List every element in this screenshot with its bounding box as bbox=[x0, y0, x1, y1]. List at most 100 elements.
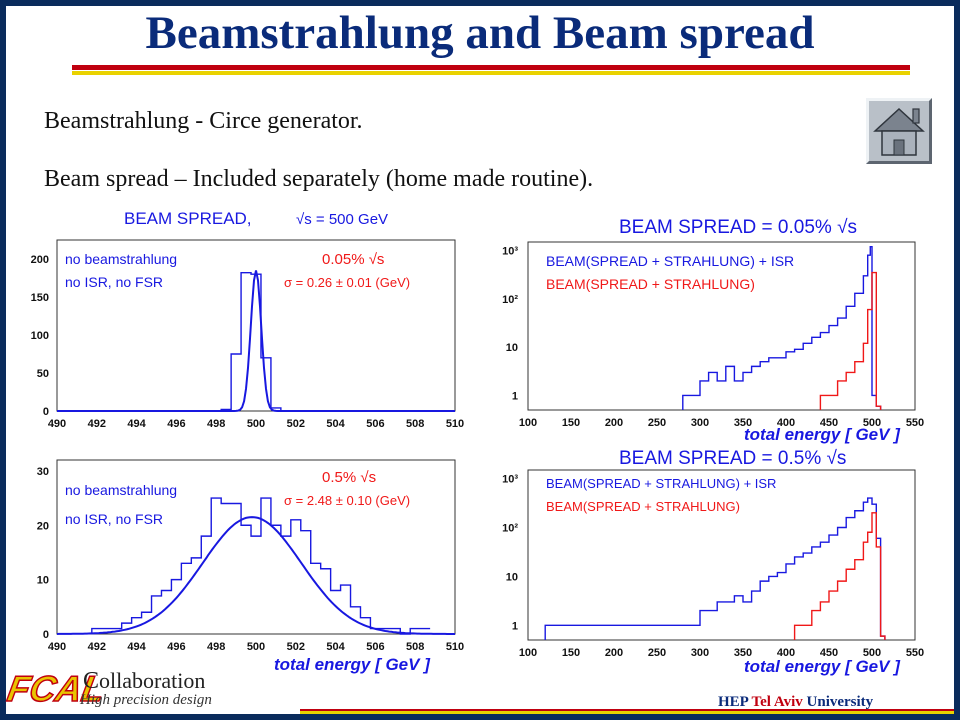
annotation-sigma: σ = 0.26 ± 0.01 (GeV) bbox=[284, 275, 410, 290]
series-with-isr bbox=[544, 497, 886, 640]
x-tick-label: 508 bbox=[406, 641, 424, 653]
legend-line-2: no ISR, no FSR bbox=[65, 274, 163, 290]
series-with-isr bbox=[682, 245, 882, 410]
x-tick-label: 550 bbox=[906, 417, 924, 429]
x-tick-label: 500 bbox=[247, 418, 265, 430]
footer-hep-b: Tel Aviv bbox=[751, 694, 803, 710]
x-tick-labels: 490 492 494 496 498 500 502 504 506 508 510 bbox=[48, 418, 464, 430]
x-tick-label: 490 bbox=[48, 641, 66, 653]
plot-frame bbox=[56, 239, 456, 412]
plot-frame bbox=[527, 241, 916, 411]
x-tick-labels: 490 492 494 496 498 500 502 504 506 508 510 bbox=[48, 641, 464, 653]
slide-title: Beamstrahlung and Beam spread bbox=[145, 7, 815, 59]
plot-frame bbox=[56, 459, 456, 635]
x-tick-label: 150 bbox=[562, 417, 580, 429]
x-tick-label: 496 bbox=[167, 418, 185, 430]
chart-beam-spread-005-gauss: BEAM SPREAD, √s = 500 GeV no beamstrahlu… bbox=[31, 209, 465, 430]
x-tick-label: 200 bbox=[605, 417, 623, 429]
chart-beam-spread-05-gauss: no beamstrahlung no ISR, no FSR 0.5% √s … bbox=[37, 459, 464, 674]
home-button[interactable] bbox=[866, 98, 932, 164]
footer-hep-c: University bbox=[802, 694, 874, 710]
histogram-steps bbox=[220, 271, 291, 412]
x-tick-label: 496 bbox=[167, 641, 185, 653]
legend-isr: BEAM(SPREAD + STRAHLUNG) + ISR bbox=[546, 253, 794, 269]
legend-isr: BEAM(SPREAD + STRAHLUNG) + ISR bbox=[546, 476, 776, 491]
y-tick-label: 150 bbox=[31, 292, 49, 304]
x-axis-label: total energy [ GeV ] bbox=[744, 657, 901, 676]
x-tick-label: 450 bbox=[820, 647, 838, 659]
plot-marks bbox=[682, 245, 882, 410]
x-tick-labels: 100 150 200 250 300 350 400 450 500 550 bbox=[519, 647, 924, 659]
x-axis-label: total energy [ GeV ] bbox=[744, 425, 901, 444]
y-tick-label: 10² bbox=[502, 294, 518, 306]
x-axis-label: total energy [ GeV ] bbox=[274, 655, 431, 674]
legend-line-1: no beamstrahlung bbox=[65, 251, 177, 267]
series-without-isr bbox=[819, 271, 882, 410]
x-tick-label: 502 bbox=[287, 641, 305, 653]
y-tick-labels: 1 10 10² 10³ bbox=[502, 474, 518, 633]
footer-rule-yellow bbox=[300, 711, 954, 714]
chart-beam-spread-005-energy: BEAM SPREAD = 0.05% √s BEAM(SPREAD + STR… bbox=[502, 217, 924, 444]
plot-marks bbox=[544, 497, 886, 640]
legend-line-1: no beamstrahlung bbox=[65, 482, 177, 498]
x-tick-label: 492 bbox=[88, 418, 106, 430]
footer-collab-initial: C bbox=[83, 668, 100, 694]
y-tick-labels: 1 10 10² 10³ bbox=[502, 246, 518, 403]
x-tick-label: 506 bbox=[366, 641, 384, 653]
x-tick-label: 510 bbox=[446, 641, 464, 653]
house-icon bbox=[873, 107, 925, 156]
x-tick-label: 498 bbox=[207, 641, 225, 653]
x-tick-label: 100 bbox=[519, 647, 537, 659]
x-tick-label: 500 bbox=[863, 647, 881, 659]
y-tick-label: 50 bbox=[37, 368, 49, 380]
footer-institution: HEP Tel Aviv University bbox=[718, 694, 873, 711]
footer-tagline: High precision design bbox=[80, 692, 212, 708]
plot-frame bbox=[527, 469, 916, 641]
x-tick-label: 508 bbox=[406, 418, 424, 430]
chart-beam-spread-05-energy: BEAM SPREAD = 0.5% √s BEAM(SPREAD + STRA… bbox=[502, 448, 924, 676]
x-tick-label: 400 bbox=[777, 417, 795, 429]
y-tick-label: 10³ bbox=[502, 246, 518, 258]
annotation-sigma: σ = 2.48 ± 0.10 (GeV) bbox=[284, 493, 410, 508]
x-tick-label: 510 bbox=[446, 418, 464, 430]
y-tick-label: 10 bbox=[37, 575, 49, 587]
x-tick-label: 350 bbox=[734, 647, 752, 659]
chart-title: BEAM SPREAD = 0.05% √s bbox=[619, 217, 857, 238]
x-tick-label: 200 bbox=[605, 647, 623, 659]
x-tick-label: 490 bbox=[48, 418, 66, 430]
y-tick-label: 10³ bbox=[502, 474, 518, 486]
footer-hep-a: HEP bbox=[718, 694, 752, 710]
footer-rule-red bbox=[300, 709, 954, 711]
x-tick-label: 498 bbox=[207, 418, 225, 430]
x-tick-label: 492 bbox=[88, 641, 106, 653]
chart-title: BEAM SPREAD, bbox=[124, 209, 252, 228]
y-tick-label: 0 bbox=[43, 406, 49, 418]
y-tick-label: 100 bbox=[31, 330, 49, 342]
x-tick-label: 500 bbox=[247, 641, 265, 653]
plot-marks bbox=[56, 497, 455, 635]
x-tick-labels: 100 150 200 250 300 350 400 450 500 550 bbox=[519, 417, 924, 429]
footer-collab-rest: ollaboration bbox=[99, 668, 206, 693]
x-tick-label: 150 bbox=[562, 647, 580, 659]
legend-no-isr: BEAM(SPREAD + STRAHLUNG) bbox=[546, 499, 740, 514]
x-tick-label: 494 bbox=[127, 641, 146, 653]
x-tick-label: 100 bbox=[519, 417, 537, 429]
annotation-spread: 0.5% √s bbox=[322, 469, 376, 486]
x-tick-label: 350 bbox=[734, 417, 752, 429]
title-underline-yellow bbox=[72, 71, 910, 75]
title-underline-red bbox=[72, 65, 910, 70]
x-tick-label: 504 bbox=[326, 641, 345, 653]
y-tick-label: 0 bbox=[43, 629, 49, 641]
series-without-isr bbox=[793, 512, 886, 640]
y-tick-label: 10 bbox=[506, 571, 518, 583]
slide bbox=[6, 6, 954, 714]
x-tick-label: 300 bbox=[691, 647, 709, 659]
x-tick-label: 494 bbox=[127, 418, 146, 430]
y-tick-label: 10² bbox=[502, 523, 518, 535]
y-tick-label: 10 bbox=[506, 342, 518, 354]
y-tick-label: 20 bbox=[37, 520, 49, 532]
legend-line-2: no ISR, no FSR bbox=[65, 511, 163, 527]
gaussian-fit-curve bbox=[57, 270, 455, 412]
x-tick-label: 550 bbox=[906, 647, 924, 659]
x-tick-label: 300 bbox=[691, 417, 709, 429]
